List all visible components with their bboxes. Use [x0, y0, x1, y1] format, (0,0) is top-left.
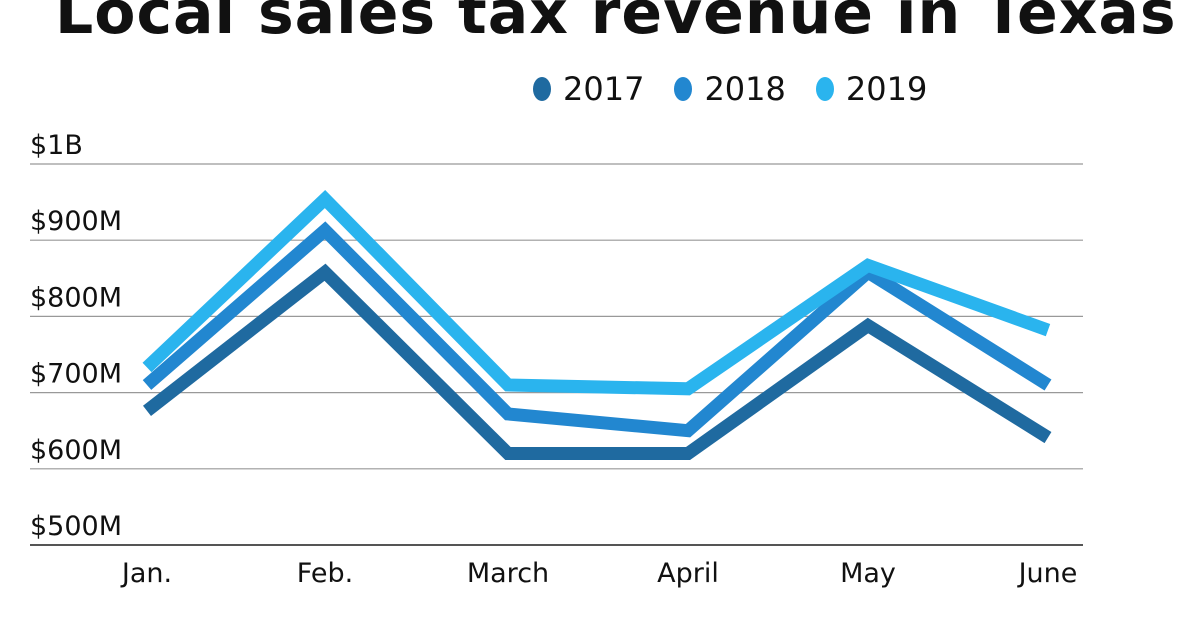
legend-dot-2017 [533, 77, 551, 101]
chart-title: Local sales tax revenue in Texas [55, 0, 1177, 48]
legend-label: 2019 [845, 70, 928, 108]
x-tick-label: April [657, 558, 719, 589]
series-line-2018 [142, 221, 1052, 438]
legend: 2017 2018 2019 [533, 70, 927, 108]
legend-item-2017: 2017 [533, 70, 644, 108]
y-tick-label: $500M [30, 511, 122, 542]
legend-item-2018: 2018 [674, 70, 786, 108]
legend-dot-2019 [815, 77, 834, 101]
series-line-2019 [142, 189, 1051, 396]
legend-item-2019: 2019 [815, 70, 928, 108]
legend-label: 2018 [704, 70, 786, 108]
x-tick-label: Feb. [297, 558, 353, 589]
x-tick-label: March [467, 558, 549, 589]
x-tick-label: Jan. [120, 558, 172, 589]
legend-dot-2018 [674, 77, 693, 101]
y-tick-label: $900M [30, 206, 122, 237]
y-tick-label: $1B [30, 130, 83, 161]
x-tick-label: May [840, 558, 896, 589]
x-tick-label: June [1017, 558, 1078, 589]
legend-label: 2017 [563, 70, 645, 108]
y-tick-label: $800M [30, 282, 122, 313]
series-line-2017 [143, 263, 1052, 461]
y-tick-label: $600M [30, 435, 122, 466]
y-tick-label: $700M [30, 359, 122, 390]
